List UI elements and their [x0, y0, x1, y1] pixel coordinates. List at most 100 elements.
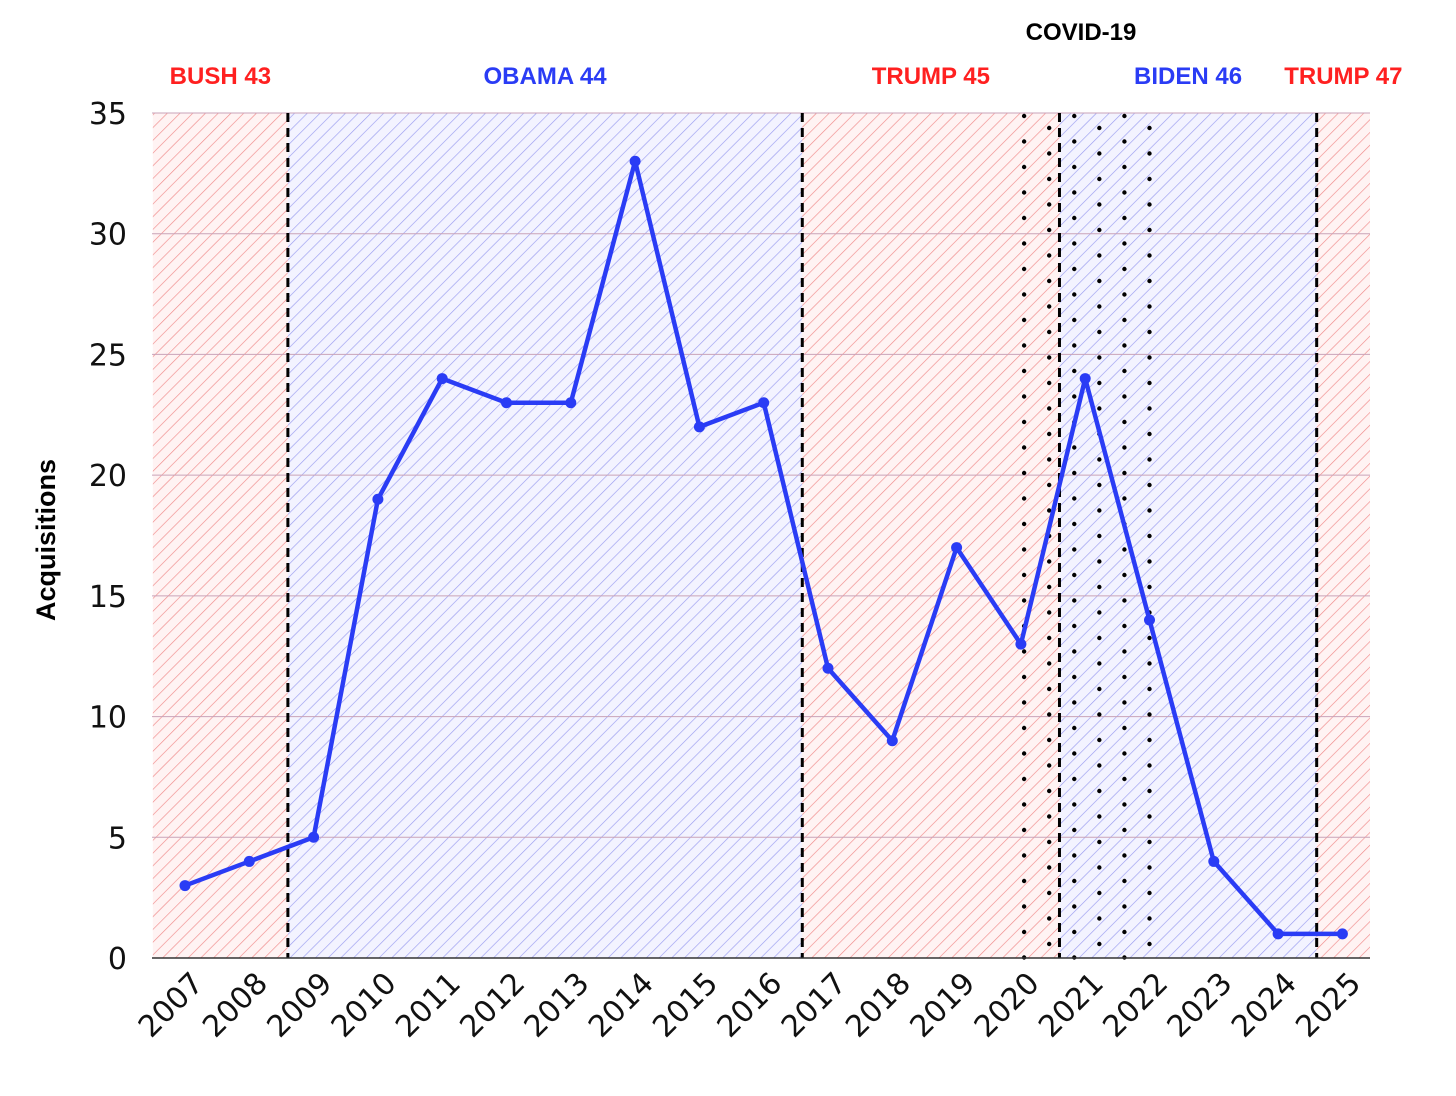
covid-dot — [1072, 266, 1077, 272]
covid-dot — [1147, 941, 1152, 947]
covid-dot — [1072, 470, 1077, 476]
covid-dot — [1147, 278, 1152, 284]
x-tick-label: 2024 — [1225, 966, 1304, 1045]
era-label-4: TRUMP 47 — [1284, 63, 1402, 90]
covid-dot — [1147, 763, 1152, 768]
covid-dot — [1046, 763, 1052, 768]
covid-dot — [1147, 712, 1152, 717]
covid-dot — [1021, 878, 1027, 884]
covid-dot — [1147, 916, 1152, 921]
covid-dot — [1147, 329, 1152, 335]
data-point — [1079, 373, 1091, 385]
y-tick-label: 30 — [89, 218, 127, 253]
covid-dot — [1122, 700, 1127, 705]
covid-dot — [1021, 674, 1027, 680]
data-point — [951, 542, 963, 554]
covid-dot — [1147, 635, 1152, 641]
covid-dot — [1097, 635, 1102, 641]
covid-dot — [1147, 686, 1152, 692]
covid-dot — [1046, 839, 1052, 845]
era-label-3: BIDEN 46 — [1134, 63, 1242, 90]
covid-dot — [1021, 649, 1027, 654]
covid-dot — [1147, 839, 1152, 845]
covid-dot — [1097, 125, 1102, 131]
data-point — [565, 397, 577, 409]
covid-dot — [1097, 814, 1102, 819]
covid-dot — [1097, 151, 1102, 156]
covid-dot — [1147, 304, 1152, 309]
covid-dot — [1122, 802, 1127, 807]
covid-dot — [1097, 839, 1102, 845]
covid-dot — [1097, 763, 1102, 768]
covid-dot — [1021, 776, 1027, 782]
covid-dot — [1097, 355, 1102, 360]
series-acquisitions — [179, 155, 1348, 940]
covid-dot — [1046, 202, 1052, 207]
covid-dot — [1072, 343, 1077, 348]
covid-dot — [1021, 317, 1027, 323]
covid-dot — [1021, 521, 1027, 527]
covid-dot — [1147, 559, 1152, 564]
covid-dot — [1046, 610, 1052, 615]
covid-dot — [1147, 202, 1152, 207]
data-point — [372, 493, 384, 505]
covid-dot — [1046, 559, 1052, 564]
covid-dot — [1122, 394, 1127, 399]
covid-dot — [1046, 329, 1052, 335]
data-point — [1336, 928, 1348, 940]
covid-dot — [1072, 776, 1077, 782]
covid-dot — [1122, 572, 1127, 578]
era-band-1 — [287, 113, 803, 958]
covid-dot — [1072, 929, 1077, 935]
covid-dot — [1072, 827, 1077, 833]
y-tick-label: 10 — [89, 701, 127, 736]
covid-dot — [1147, 533, 1152, 539]
covid-dot — [1046, 916, 1052, 921]
covid-dot — [1021, 598, 1027, 603]
covid-dot — [1097, 278, 1102, 284]
era-band-2 — [802, 113, 1060, 958]
x-tick-label: 2014 — [582, 966, 661, 1045]
era-band-3 — [1059, 113, 1317, 958]
covid-dot — [1122, 623, 1127, 629]
covid-dot — [1046, 890, 1052, 896]
covid-dot — [1072, 241, 1077, 246]
gridlines — [152, 112, 1370, 838]
covid-dot — [1122, 649, 1127, 654]
covid-dot — [1046, 304, 1052, 309]
covid-dot — [1097, 584, 1102, 590]
covid-dot — [1147, 227, 1152, 233]
covid-dot — [1072, 649, 1077, 654]
covid-label: COVID-19 — [1026, 19, 1137, 46]
data-point — [179, 880, 191, 892]
y-tick-label: 0 — [108, 942, 127, 977]
covid-dot — [1097, 457, 1102, 462]
covid-dot — [1147, 380, 1152, 386]
covid-dot — [1072, 725, 1077, 731]
covid-dot — [1122, 190, 1127, 195]
covid-dot — [1122, 674, 1127, 680]
covid-dot — [1122, 368, 1127, 374]
x-tick-label: 2017 — [775, 966, 854, 1045]
covid-dot — [1122, 776, 1127, 782]
covid-dot — [1021, 394, 1027, 399]
covid-dot — [1021, 572, 1027, 578]
era-label-0: BUSH 43 — [170, 63, 271, 90]
covid-dot — [1021, 470, 1027, 476]
covid-dot — [1147, 482, 1152, 488]
covid-dot — [1097, 329, 1102, 335]
data-point — [1208, 855, 1220, 867]
data-point — [1144, 614, 1155, 626]
covid-dot — [1122, 751, 1127, 756]
covid-dot — [1046, 227, 1052, 233]
covid-dot — [1147, 661, 1152, 666]
covid-dot — [1072, 445, 1077, 450]
x-tick-label: 2022 — [1096, 966, 1175, 1045]
covid-dot — [1046, 661, 1052, 666]
x-tick-label: 2011 — [389, 966, 468, 1045]
x-tick-label: 2023 — [1161, 966, 1240, 1045]
covid-dot — [1072, 368, 1077, 374]
covid-dot — [1122, 292, 1127, 297]
covid-dot — [1021, 725, 1027, 731]
covid-dot — [1046, 865, 1052, 870]
